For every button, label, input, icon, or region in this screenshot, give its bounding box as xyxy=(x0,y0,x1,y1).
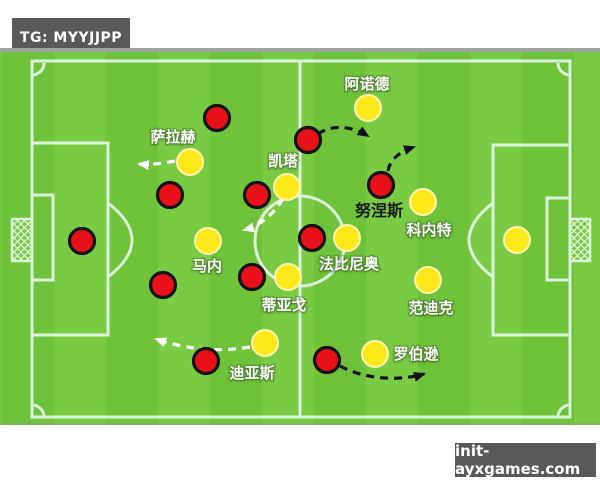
player-dot-red xyxy=(366,170,396,200)
player-dot-red xyxy=(155,180,185,210)
player-label: 范迪克 xyxy=(408,299,453,317)
player-label: 科内特 xyxy=(406,221,451,239)
player-dot-yellow xyxy=(273,173,301,201)
player-label: 凯塔 xyxy=(268,152,299,170)
field-bottom-edge xyxy=(0,422,600,425)
players-layer xyxy=(67,94,531,376)
player-label: 努涅斯 xyxy=(355,201,403,220)
player-dot-red xyxy=(293,125,323,155)
movement-arrow xyxy=(317,125,370,138)
telegram-watermark-text: TG: MYYJJPP xyxy=(19,29,123,46)
player-dot-red xyxy=(202,103,232,133)
player-label: 阿诺德 xyxy=(344,75,389,93)
player-label: 罗伯逊 xyxy=(393,345,438,363)
player-dot-red xyxy=(242,180,272,210)
player-dot-red xyxy=(312,345,342,375)
movement-arrows-layer xyxy=(137,125,426,382)
player-label: 马内 xyxy=(192,257,222,275)
player-dot-yellow xyxy=(274,263,302,291)
site-watermark-text: init-ayxgames.com xyxy=(455,442,581,478)
site-watermark: init-ayxgames.com xyxy=(455,442,596,478)
left-goal-net xyxy=(10,217,34,263)
movement-arrow xyxy=(154,337,251,352)
player-dot-red xyxy=(191,346,221,376)
player-dot-red xyxy=(297,223,327,253)
player-dot-yellow xyxy=(503,226,531,254)
player-label: 萨拉赫 xyxy=(150,128,195,146)
player-dot-yellow xyxy=(251,329,279,357)
player-dot-red xyxy=(67,226,97,256)
left-penalty-arc xyxy=(107,201,134,279)
movement-arrow xyxy=(137,159,176,171)
player-dot-yellow xyxy=(409,188,437,216)
movement-arrow xyxy=(386,145,416,172)
player-dot-yellow xyxy=(354,94,382,122)
player-dot-yellow xyxy=(194,227,222,255)
player-dot-yellow xyxy=(361,340,389,368)
right-penalty-arc xyxy=(467,201,494,279)
player-dot-yellow xyxy=(333,224,361,252)
movement-arrow xyxy=(242,198,285,233)
movement-arrow xyxy=(339,364,426,382)
player-label: 蒂亚戈 xyxy=(261,296,306,314)
player-dot-yellow xyxy=(414,266,442,294)
player-dot-red xyxy=(237,262,267,292)
corner-arc-bottom-right xyxy=(556,403,571,418)
corner-arc-top-left xyxy=(31,62,46,77)
player-label: 法比尼奥 xyxy=(319,255,380,273)
player-dot-red xyxy=(148,270,178,300)
pitch-markings xyxy=(10,59,592,419)
corner-arc-top-right xyxy=(556,62,571,77)
player-label: 迪亚斯 xyxy=(229,364,274,382)
corner-arc-bottom-left xyxy=(31,403,46,418)
player-dot-yellow xyxy=(176,148,204,176)
right-goal-net xyxy=(568,217,592,263)
field-top-edge xyxy=(0,48,600,52)
